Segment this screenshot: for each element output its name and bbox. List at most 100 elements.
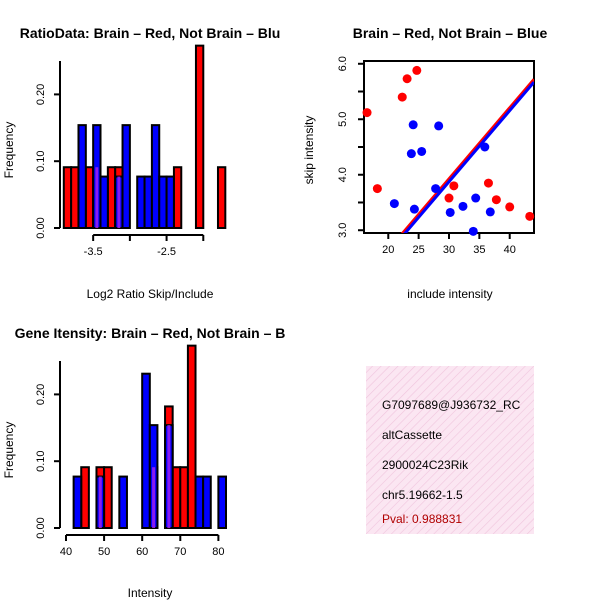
intensity-overlap-bar — [167, 425, 171, 528]
ratio-x-tick-label: -3.5 — [84, 246, 103, 258]
ratio-red-bar — [194, 44, 205, 229]
intensity-red-bar — [171, 466, 182, 530]
ratio-x-tick-label: -2.5 — [157, 246, 176, 258]
scatter-blue-point — [480, 142, 490, 152]
scatter-y-tick-label: 3.0 — [337, 223, 349, 238]
scatter-fit-lines — [400, 78, 534, 233]
scatter-red-point — [362, 108, 372, 118]
genomic-location-text: chr5.19662-1.5 — [382, 488, 463, 502]
ratio-red-bar — [70, 166, 80, 230]
ratio-red-bar — [172, 166, 183, 230]
intensity-histogram-panel: Gene Itensity: Brain – Red, Not Brain – … — [2, 325, 285, 600]
scatter-x-axis-label: include intensity — [407, 287, 492, 301]
scatter-blue-point — [485, 207, 495, 217]
ratio-x-axis-label: Log2 Ratio Skip/Include — [87, 287, 214, 301]
scatter-blue-point — [445, 207, 455, 217]
ratio-blue-bar — [121, 124, 131, 229]
intensity-red-bar — [80, 466, 90, 530]
scatter-x-tick-label: 30 — [443, 244, 455, 256]
scatter-blue-point — [434, 121, 444, 131]
scatter-marks — [362, 65, 535, 236]
scatter-y-tick-label: 5.0 — [337, 112, 349, 127]
scatter-x-tick-label: 35 — [473, 244, 485, 256]
ratio-red-bar — [62, 166, 73, 230]
ratio-y-tick-label: 0.10 — [35, 150, 47, 171]
intensity-x-tick-label: 40 — [60, 546, 72, 558]
intensity-overlap-bar — [98, 476, 102, 528]
scatter-y-tick-label: 6.0 — [337, 56, 349, 71]
ratio-red-bar — [106, 166, 117, 230]
intensity-y-tick-label: 0.10 — [35, 450, 47, 471]
intensity-overlap-bar — [152, 467, 156, 528]
ratio-y-tick-label: 0.00 — [35, 217, 47, 238]
scatter-red-point — [402, 74, 412, 84]
intensity-blue-bar — [141, 372, 151, 529]
scatter-y-axis-label: skip intensity — [302, 116, 316, 185]
intensity-x-tick-label: 70 — [174, 546, 186, 558]
scatter-red-point — [491, 195, 501, 205]
ratio-blue-bar — [150, 124, 161, 229]
intensity-axes: 40 50 60 70 80 0.00 0.10 0.20 — [35, 361, 225, 558]
ratio-red-bar — [84, 166, 95, 230]
scatter-x-tick-label: 40 — [504, 244, 516, 256]
scatter-red-point — [372, 184, 382, 194]
intensity-x-tick-label: 80 — [212, 546, 224, 558]
intensity-blue-bar — [72, 475, 83, 529]
intensity-chart-title: Gene Itensity: Brain – Red, Not Brain – … — [15, 325, 286, 341]
intensity-y-tick-label: 0.20 — [35, 384, 47, 405]
scatter-blue-point — [417, 146, 427, 156]
ratio-axes: -3.5 -2.5 0.00 0.10 0.20 — [35, 61, 205, 258]
ratio-chart-title: RatioData: Brain – Red, Not Brain – Blu — [20, 25, 281, 41]
intensity-y-axis-label: Frequency — [2, 422, 16, 479]
scatter-axes: 20 25 30 35 40 3.0 4.0 5.0 6.0 — [337, 56, 516, 256]
intensity-bars — [72, 344, 227, 530]
gene-name-text: 2900024C23Rik — [382, 458, 469, 472]
scatter-blue-point — [431, 184, 441, 194]
intensity-red-bar — [186, 344, 197, 529]
scatter-blue-point — [389, 199, 399, 209]
probe-id-text: G7097689@J936732_RC — [382, 398, 521, 412]
ratio-blue-bar — [165, 175, 175, 229]
ratio-blue-bar — [99, 175, 109, 229]
intensity-y-tick-label: 0.00 — [35, 517, 47, 538]
scatter-blue-point — [409, 204, 419, 214]
blue-fit-line — [403, 81, 534, 233]
intensity-x-axis-label: Intensity — [128, 586, 173, 600]
ratio-red-bar — [216, 166, 227, 230]
intensity-blue-bar — [194, 475, 205, 529]
intensity-red-bar — [103, 466, 113, 530]
scatter-blue-point — [471, 193, 481, 203]
scatter-red-point — [412, 65, 422, 75]
intensity-blue-bar — [118, 475, 128, 529]
intensity-x-tick-label: 60 — [136, 546, 148, 558]
scatter-blue-point — [408, 120, 418, 130]
ratio-bars — [62, 44, 227, 230]
scatter-blue-point — [406, 149, 416, 159]
scatter-red-point — [444, 193, 454, 203]
ratio-blue-bar — [143, 175, 153, 229]
ratio-y-tick-label: 0.20 — [35, 84, 47, 105]
scatter-x-tick-label: 25 — [413, 244, 425, 256]
ratio-overlap-bar — [95, 167, 99, 228]
ratio-histogram-panel: RatioData: Brain – Red, Not Brain – Blu … — [2, 25, 280, 301]
info-panel: G7097689@J936732_RC altCassette 2900024C… — [366, 366, 534, 534]
ratio-blue-bar — [136, 175, 146, 229]
intensity-blue-bar — [217, 475, 227, 529]
ratio-blue-bar — [158, 175, 168, 229]
scatter-chart-title: Brain – Red, Not Brain – Blue — [353, 25, 548, 41]
red-fit-line — [400, 78, 534, 233]
intensity-x-tick-label: 50 — [98, 546, 110, 558]
ratio-overlap-bar — [117, 176, 121, 228]
scatter-red-point — [397, 92, 407, 102]
scatter-panel: Brain – Red, Not Brain – Blue include in… — [302, 25, 547, 301]
scatter-blue-point — [458, 201, 468, 211]
ratio-y-axis-label: Frequency — [2, 122, 16, 179]
scatter-red-point — [505, 202, 515, 212]
scatter-blue-point — [468, 226, 478, 236]
scatter-red-point — [483, 178, 493, 188]
scatter-red-point — [525, 211, 535, 221]
event-type-text: altCassette — [382, 428, 442, 442]
intensity-red-bar — [179, 466, 189, 530]
